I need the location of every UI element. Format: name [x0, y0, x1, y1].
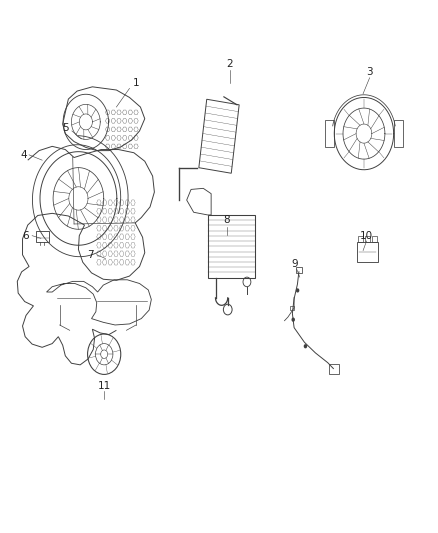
- Text: 1: 1: [133, 78, 139, 88]
- Bar: [372, 236, 377, 241]
- Text: 6: 6: [23, 231, 29, 241]
- Text: 3: 3: [366, 68, 373, 77]
- Circle shape: [304, 344, 307, 349]
- Text: 2: 2: [226, 60, 233, 69]
- Bar: [36, 231, 49, 241]
- Bar: [357, 241, 378, 262]
- Text: 9: 9: [291, 259, 298, 269]
- Text: 11: 11: [98, 381, 111, 391]
- Bar: [329, 365, 339, 374]
- Circle shape: [291, 318, 295, 322]
- Text: 4: 4: [20, 150, 27, 160]
- Text: 10: 10: [360, 231, 373, 241]
- Text: 7: 7: [87, 250, 93, 260]
- Bar: [365, 236, 370, 241]
- Text: 5: 5: [62, 123, 69, 133]
- Circle shape: [296, 288, 299, 293]
- Bar: [296, 267, 302, 273]
- Bar: [208, 215, 255, 278]
- Text: 8: 8: [223, 215, 230, 225]
- Bar: [358, 236, 363, 241]
- Bar: [290, 306, 294, 310]
